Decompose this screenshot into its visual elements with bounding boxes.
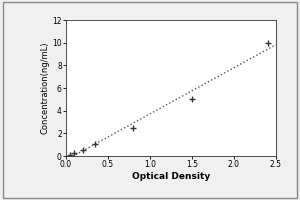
Y-axis label: Concentration(ng/mL): Concentration(ng/mL) <box>40 42 50 134</box>
X-axis label: Optical Density: Optical Density <box>132 172 210 181</box>
